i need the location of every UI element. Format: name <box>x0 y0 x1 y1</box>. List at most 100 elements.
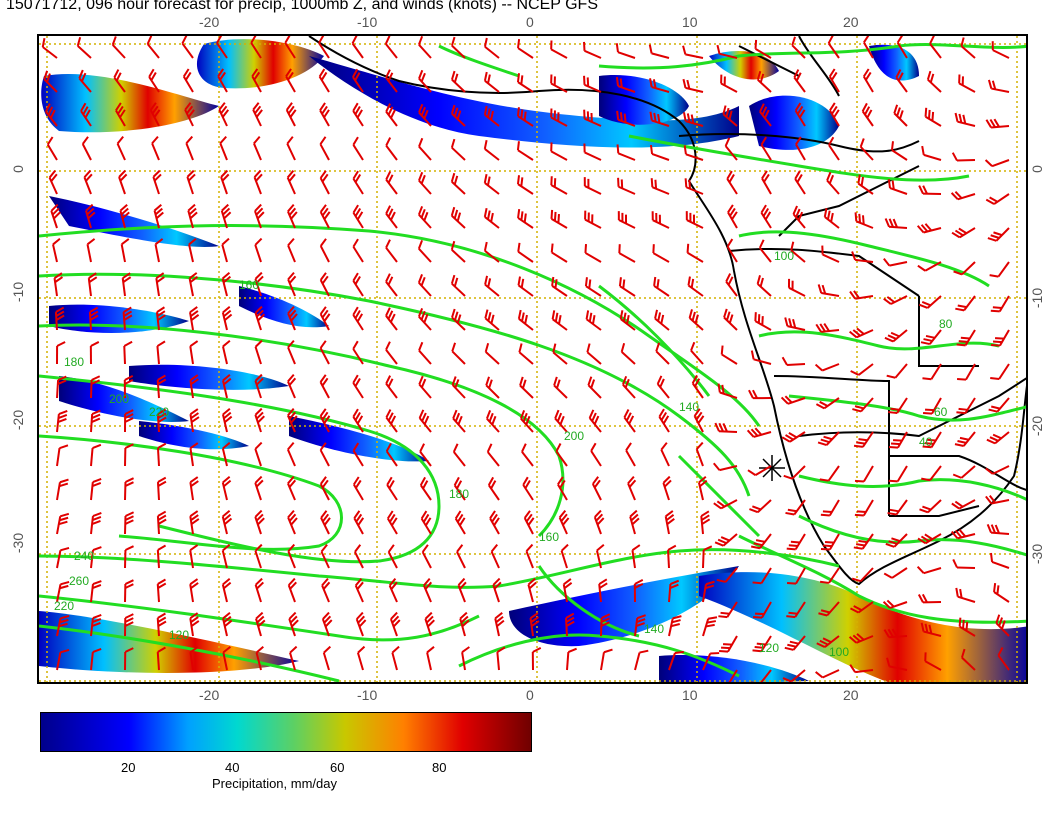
wind-barb <box>854 212 874 229</box>
wind-barb <box>793 69 806 93</box>
wind-barb <box>151 135 160 161</box>
wind-barb <box>754 312 772 331</box>
contour-label: 240 <box>74 549 94 563</box>
wind-barb <box>652 244 670 263</box>
wind-barb <box>550 142 568 161</box>
left-lat-tick: -30 <box>10 532 27 554</box>
wind-barb <box>124 409 134 433</box>
wind-barb <box>156 408 167 433</box>
contour-label: 200 <box>564 429 584 443</box>
wind-barb <box>254 203 265 229</box>
wind-barb <box>990 295 1010 313</box>
wind-barb <box>516 175 534 195</box>
wind-barb <box>321 577 331 603</box>
wind-barb <box>89 341 100 365</box>
colorbar-tick: 60 <box>330 760 345 775</box>
wind-barb <box>883 567 908 579</box>
wind-barb <box>255 611 266 637</box>
wind-barb <box>885 533 908 548</box>
wind-barb <box>254 475 264 501</box>
wind-barb <box>853 533 874 550</box>
wind-barb <box>319 204 331 229</box>
wind-barb <box>385 69 398 93</box>
wind-barb <box>550 74 568 93</box>
wind-barb <box>450 70 466 93</box>
wind-barb <box>888 431 908 449</box>
wind-barb <box>555 443 568 467</box>
wind-barb <box>953 261 976 276</box>
wind-barb <box>81 136 92 161</box>
colorbar-tick: 20 <box>121 760 136 775</box>
map-title: 15071712, 096 hour forecast for precip, … <box>6 0 598 13</box>
wind-barb <box>823 207 840 229</box>
wind-barb <box>723 308 738 331</box>
wind-barb <box>319 408 331 433</box>
wind-barb <box>726 170 738 195</box>
wind-barb <box>554 409 568 433</box>
wind-barb <box>90 512 102 535</box>
contour-label: 220 <box>54 599 74 613</box>
wind-barb <box>718 635 738 653</box>
wind-barb <box>424 611 435 637</box>
wind-barb <box>45 103 58 127</box>
wind-barb <box>615 43 636 59</box>
wind-barb <box>662 475 672 501</box>
wind-barb <box>56 512 70 535</box>
colorbar-tick: 80 <box>432 760 447 775</box>
wind-barb <box>483 105 500 127</box>
wind-barb <box>483 71 500 93</box>
top-lon-tick: 20 <box>843 14 859 30</box>
wind-barb <box>616 144 636 161</box>
wind-barb <box>216 36 228 59</box>
wind-barb <box>385 171 398 195</box>
wind-barb <box>887 179 908 195</box>
wind-barb <box>926 70 942 93</box>
wind-barb <box>993 583 1010 603</box>
wind-barb <box>90 477 102 501</box>
wind-barb <box>682 45 704 59</box>
wind-barb <box>286 441 296 467</box>
wind-barb <box>951 152 976 162</box>
wind-barb <box>658 408 670 433</box>
wind-barb <box>586 343 602 365</box>
wind-barb <box>319 306 331 331</box>
wind-barb <box>988 397 1010 413</box>
wind-barb <box>990 329 1010 347</box>
wind-barb <box>827 36 840 59</box>
wind-barb <box>752 567 772 585</box>
wind-barb <box>517 276 534 297</box>
wind-barb <box>551 276 568 297</box>
wind-barb <box>584 277 602 297</box>
wind-barb <box>418 137 432 161</box>
wind-barb <box>886 657 908 671</box>
wind-barb <box>618 244 636 263</box>
wind-barb <box>883 628 908 639</box>
wind-barb <box>120 238 130 263</box>
wind-barb <box>886 363 908 379</box>
wind-barb <box>352 136 364 161</box>
wind-barb <box>716 44 738 59</box>
wind-barb <box>518 343 534 365</box>
wind-barb <box>189 578 199 603</box>
wind-barb <box>850 363 874 376</box>
wind-barb <box>722 105 738 127</box>
wind-barb <box>786 533 806 551</box>
wind-barb <box>90 443 102 467</box>
wind-barb <box>78 69 92 93</box>
wind-barb <box>821 245 840 263</box>
wind-barb <box>786 567 806 585</box>
wind-barb <box>519 409 534 433</box>
wind-barb <box>746 427 772 438</box>
map-canvas: 160 180 200 220 240 260 220 200 180 160 140 120 100 8… <box>39 36 1026 682</box>
wind-barb <box>41 38 58 59</box>
wind-barb <box>385 442 398 467</box>
wind-barb <box>222 339 231 365</box>
wind-barb <box>593 509 605 535</box>
wind-barb <box>487 476 500 501</box>
wind-barb <box>457 577 467 603</box>
wind-barb <box>649 78 670 93</box>
wind-barb <box>388 578 398 603</box>
wind-barb <box>352 102 364 127</box>
wind-barb <box>627 475 637 501</box>
wind-barb <box>56 546 70 569</box>
